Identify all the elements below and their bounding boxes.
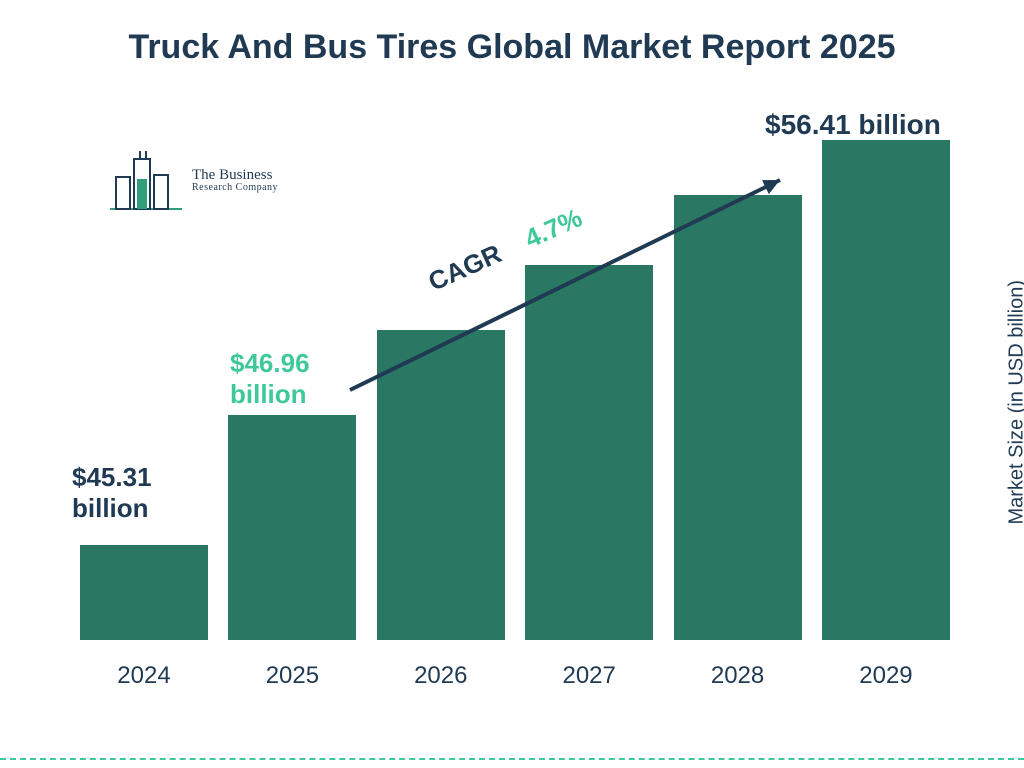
bar bbox=[80, 545, 208, 640]
x-axis-labels: 2024 2025 2026 2027 2028 2029 bbox=[80, 662, 950, 690]
chart-plot-area: 2024 2025 2026 2027 2028 2029 bbox=[80, 130, 950, 690]
bar bbox=[674, 195, 802, 640]
value-label-2025: $46.96 billion bbox=[230, 348, 380, 410]
x-axis-tick-label: 2028 bbox=[674, 662, 802, 690]
bar bbox=[822, 140, 950, 640]
bar-wrap bbox=[80, 545, 208, 640]
x-axis-tick-label: 2024 bbox=[80, 662, 208, 690]
bar-group bbox=[80, 130, 950, 640]
chart-title: Truck And Bus Tires Global Market Report… bbox=[0, 26, 1024, 69]
value-label-2024: $45.31 billion bbox=[72, 462, 222, 524]
bottom-divider bbox=[0, 758, 1024, 760]
bar bbox=[377, 330, 505, 640]
bar-wrap bbox=[525, 265, 653, 640]
bar-wrap bbox=[377, 330, 505, 640]
bar bbox=[525, 265, 653, 640]
bar-wrap bbox=[674, 195, 802, 640]
bar bbox=[228, 415, 356, 640]
bar-wrap bbox=[822, 140, 950, 640]
chart-container: Truck And Bus Tires Global Market Report… bbox=[0, 0, 1024, 768]
x-axis-tick-label: 2026 bbox=[377, 662, 505, 690]
bar-wrap bbox=[228, 415, 356, 640]
x-axis-tick-label: 2027 bbox=[525, 662, 653, 690]
x-axis-tick-label: 2029 bbox=[822, 662, 950, 690]
x-axis-tick-label: 2025 bbox=[228, 662, 356, 690]
value-label-2029: $56.41 billion bbox=[765, 108, 985, 142]
y-axis-label: Market Size (in USD billion) bbox=[1006, 280, 1024, 525]
